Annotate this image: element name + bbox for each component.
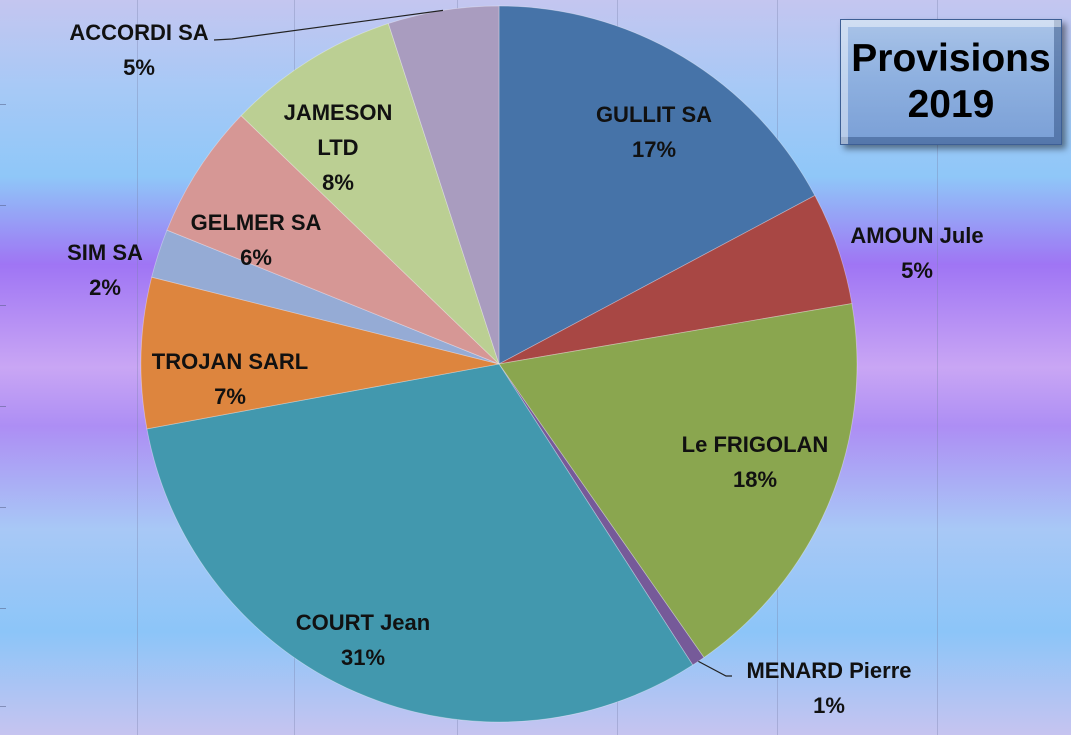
chart-title-line2: 2019 xyxy=(907,83,995,126)
pie-slice-trojan-sarl[interactable] xyxy=(140,276,500,430)
sheet-row-mark xyxy=(0,406,6,407)
data-label-sim-sa: SIM SA 2% xyxy=(67,240,143,300)
data-label-menard-pierre: MENARD Pierre 1% xyxy=(746,658,911,718)
sheet-row-mark xyxy=(0,104,6,105)
sheet-row-mark xyxy=(0,205,6,206)
data-label-jameson-ltd: JAMESON LTD 8% xyxy=(284,100,393,195)
data-label-gelmer-sa: GELMER SA 6% xyxy=(191,210,322,270)
pie-labels: GULLIT SA 17% AMOUN Jule 5% Le FRIGOLAN 18% ME… xyxy=(67,20,984,718)
leader-line-menard-pierre xyxy=(698,660,732,677)
pie-slices xyxy=(140,5,858,723)
pie-slice-menard-pierre[interactable] xyxy=(498,363,705,666)
leader-lines xyxy=(213,9,732,677)
pie-slice-sim-sa[interactable] xyxy=(151,229,500,365)
pie-slice-amoun-jule[interactable] xyxy=(498,194,853,365)
data-label-accordi-sa: ACCORDI SA 5% xyxy=(69,20,208,80)
pie-slice-gullit-sa[interactable] xyxy=(498,5,816,365)
sheet-row-mark xyxy=(0,507,6,508)
sheet-gridline xyxy=(137,0,138,735)
data-label-trojan-sarl: TROJAN SARL 7% xyxy=(152,349,308,409)
data-label-gullit-sa: GULLIT SA 17% xyxy=(596,102,712,162)
data-label-court-jean: COURT Jean 31% xyxy=(296,610,430,670)
chart-title-line1: Provisions xyxy=(851,37,1051,80)
pie-slice-le-frigolan[interactable] xyxy=(498,303,858,659)
pie-slice-gelmer-sa[interactable] xyxy=(166,115,500,365)
sheet-gridline xyxy=(937,0,938,735)
pie-slice-court-jean[interactable] xyxy=(146,363,694,723)
data-label-le-frigolan: Le FRIGOLAN 18% xyxy=(682,432,829,492)
sheet-row-mark xyxy=(0,305,6,306)
sheet-row-mark xyxy=(0,608,6,609)
sheet-row-mark xyxy=(0,706,6,707)
chart-title[interactable]: Provisions 2019 xyxy=(840,19,1062,145)
pie-slice-jameson-ltd[interactable] xyxy=(240,23,500,365)
leader-line-accordi-sa xyxy=(213,9,444,41)
data-label-amoun-jule: AMOUN Jule 5% xyxy=(850,223,983,283)
